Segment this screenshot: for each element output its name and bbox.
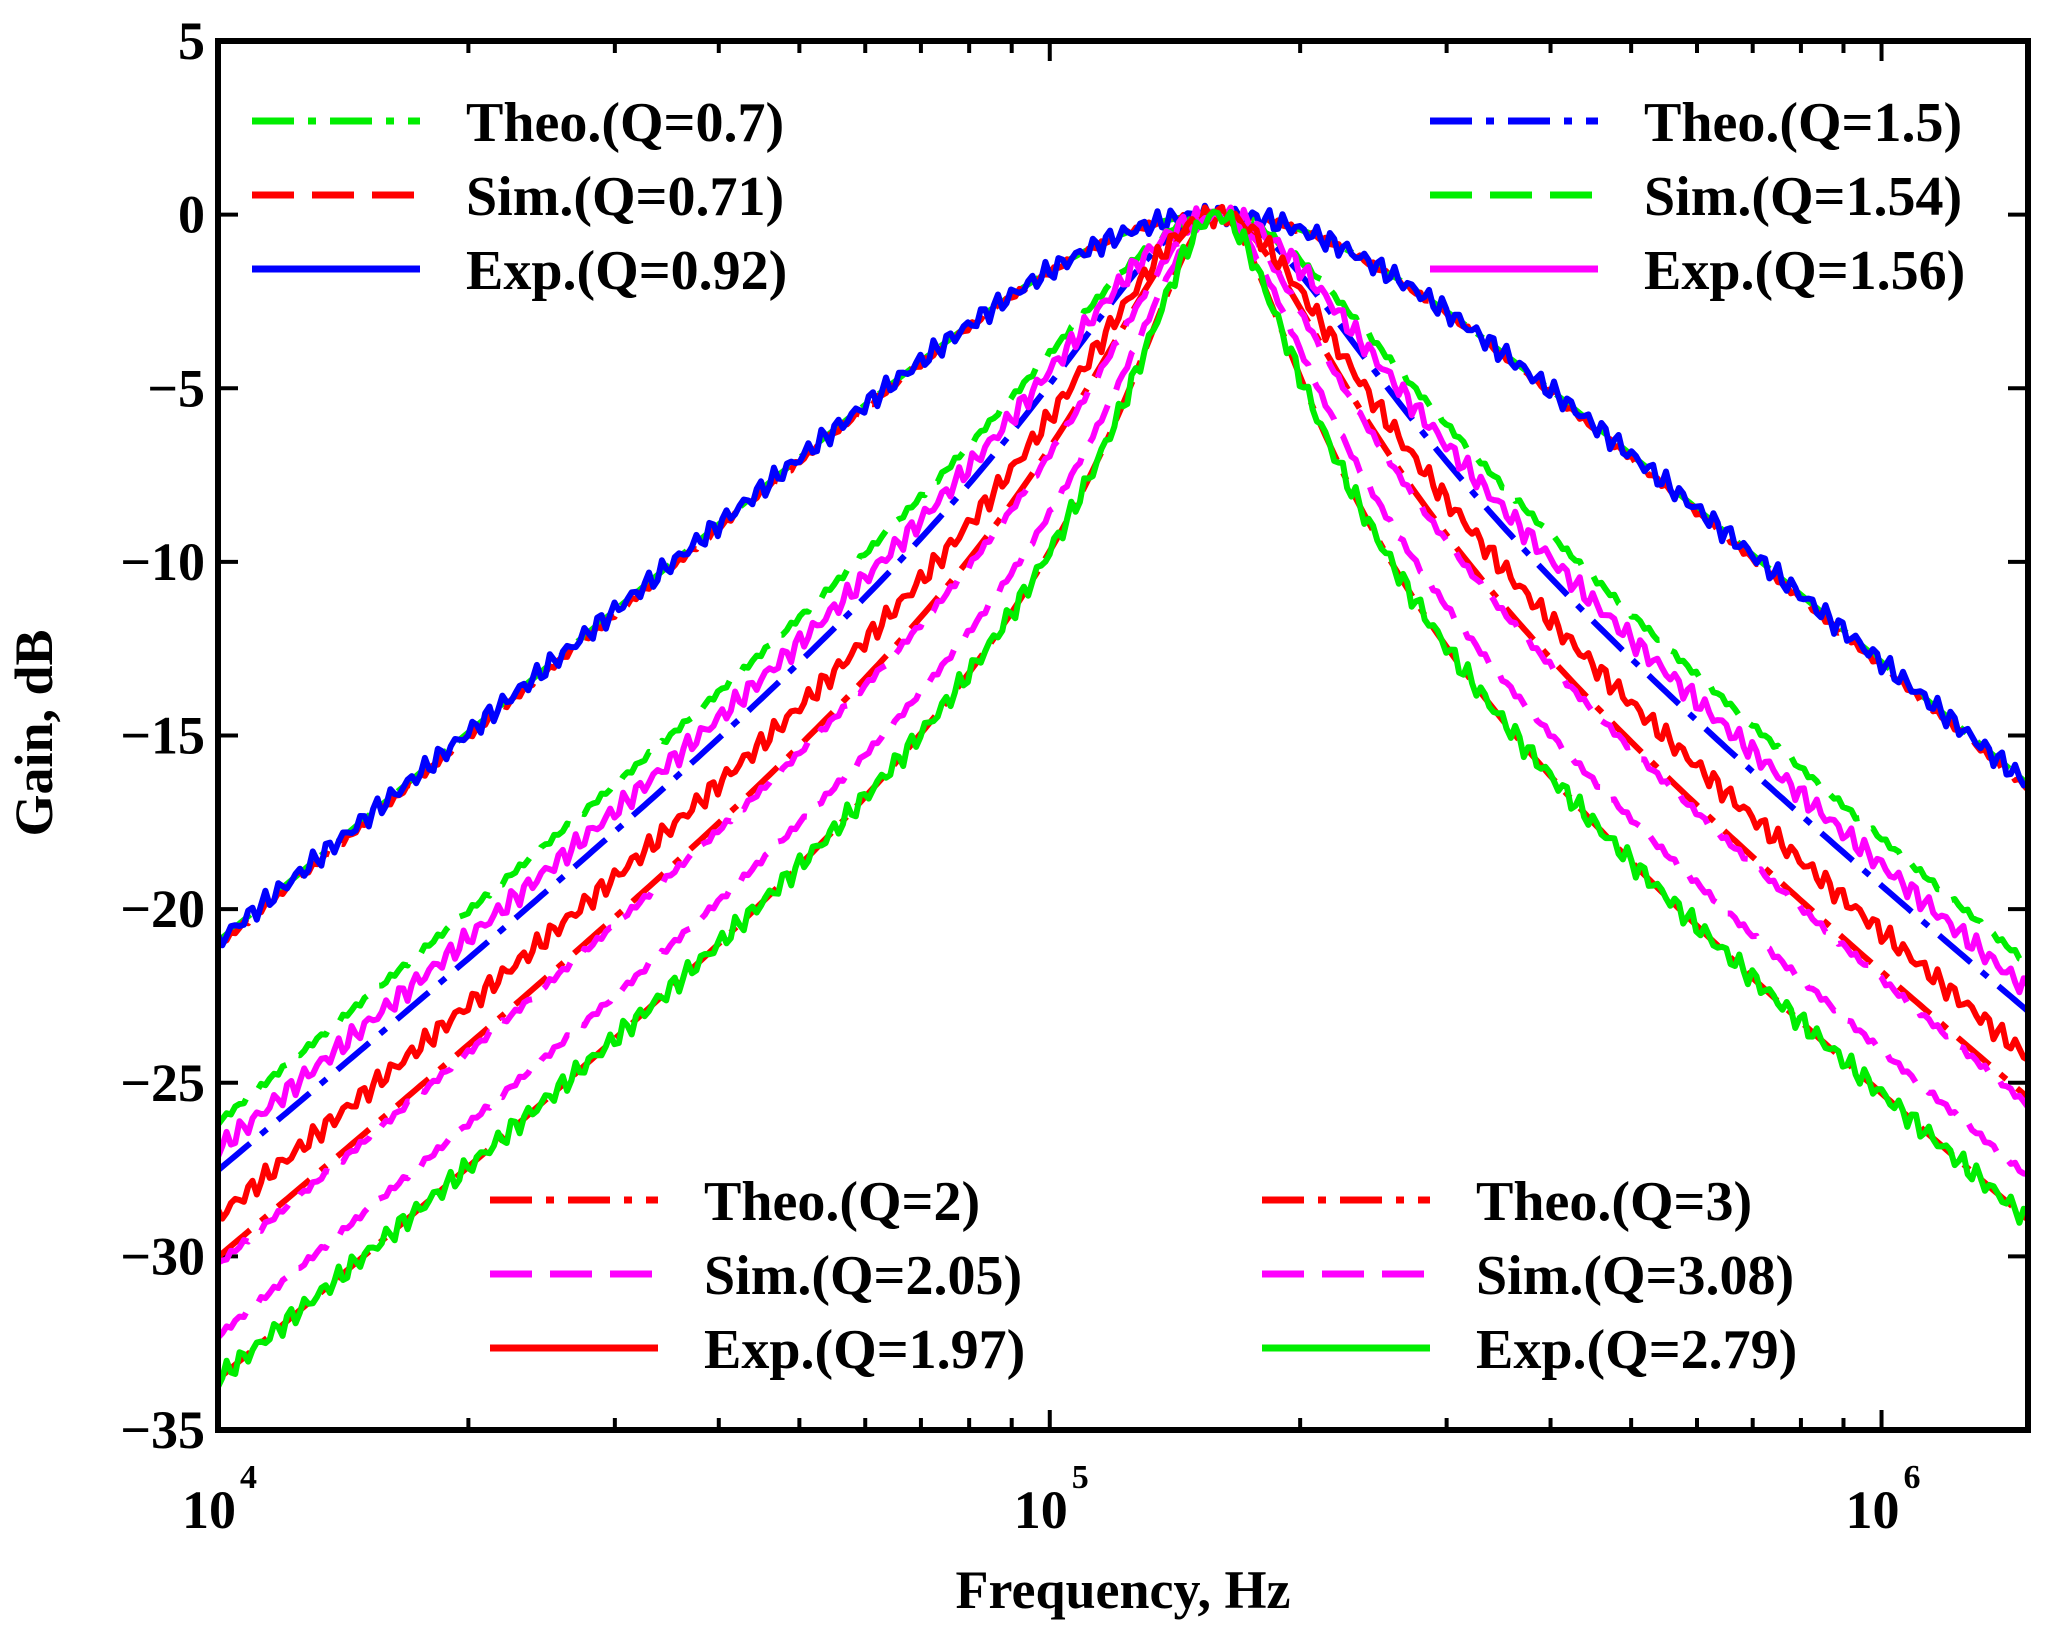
y-tick-label: −35 <box>120 1400 205 1460</box>
x-tick-label: 10 <box>1846 1480 1900 1540</box>
series-line <box>218 208 2028 1389</box>
series-line <box>218 203 2028 1222</box>
x-tick-label: 10 <box>1014 1480 1068 1540</box>
legends: Theo.(Q=0.7)Sim.(Q=0.71)Exp.(Q=0.92)Theo… <box>252 92 1965 1381</box>
legend-entry-label: Exp.(Q=2.79) <box>1476 1319 1797 1381</box>
y-tick-label: −15 <box>120 706 205 766</box>
series-line <box>218 209 2028 1340</box>
legend-entry-label: Sim.(Q=3.08) <box>1476 1245 1794 1307</box>
x-axis-label: Frequency, Hz <box>956 1560 1291 1620</box>
series-line <box>218 204 2028 1159</box>
legend-entry-label: Sim.(Q=2.05) <box>704 1245 1022 1307</box>
y-tick-label: −5 <box>147 358 205 418</box>
legend-entry-label: Theo.(Q=3) <box>1476 1171 1752 1233</box>
legend-bottom-right: Theo.(Q=3) Sim.(Q=3.08) Exp.(Q=2.79) <box>1262 1171 1797 1381</box>
x-tick-exponent: 5 <box>1072 1459 1089 1496</box>
series-line <box>218 209 2028 1127</box>
series-line <box>218 211 2028 1173</box>
series-line <box>218 210 2028 1266</box>
x-tick-exponent: 6 <box>1904 1459 1921 1496</box>
x-tick-exponent: 4 <box>240 1459 257 1496</box>
series-group <box>218 202 2028 1389</box>
legend-entry-label: Exp.(Q=0.92) <box>466 240 787 302</box>
y-tick-label: −30 <box>120 1226 205 1286</box>
series-line <box>218 211 2028 1260</box>
x-tick-label: 10 <box>182 1480 236 1540</box>
y-tick-label: −10 <box>120 532 205 592</box>
legend-entry-label: Theo.(Q=1.5) <box>1644 92 1962 154</box>
legend-entry-label: Exp.(Q=1.56) <box>1644 240 1965 302</box>
y-tick-label: −25 <box>120 1053 205 1113</box>
y-tick-label: 5 <box>178 11 205 71</box>
y-tick-label: 0 <box>178 185 205 245</box>
legend-top-right: Theo.(Q=1.5) Sim.(Q=1.54) Exp.(Q=1.56) <box>1430 92 1965 302</box>
legend-entry-label: Sim.(Q=1.54) <box>1644 166 1962 228</box>
legend-entry-label: Theo.(Q=2) <box>704 1171 980 1233</box>
plot-frame <box>215 38 2031 1433</box>
legend-top-left: Theo.(Q=0.7) Sim.(Q=0.71) Exp.(Q=0.92) <box>252 92 787 302</box>
legend-entry-label: Theo.(Q=0.7) <box>466 92 784 154</box>
y-tick-label: −20 <box>120 879 205 939</box>
legend-entry-label: Sim.(Q=0.71) <box>466 166 784 228</box>
legend-entry-label: Exp.(Q=1.97) <box>704 1319 1025 1381</box>
legend-bottom-left: Theo.(Q=2) Sim.(Q=2.05) Exp.(Q=1.97) <box>490 1171 1025 1381</box>
series-line <box>218 202 2028 949</box>
series-line <box>218 209 2028 947</box>
y-axis-label: Gain, dB <box>4 629 64 836</box>
